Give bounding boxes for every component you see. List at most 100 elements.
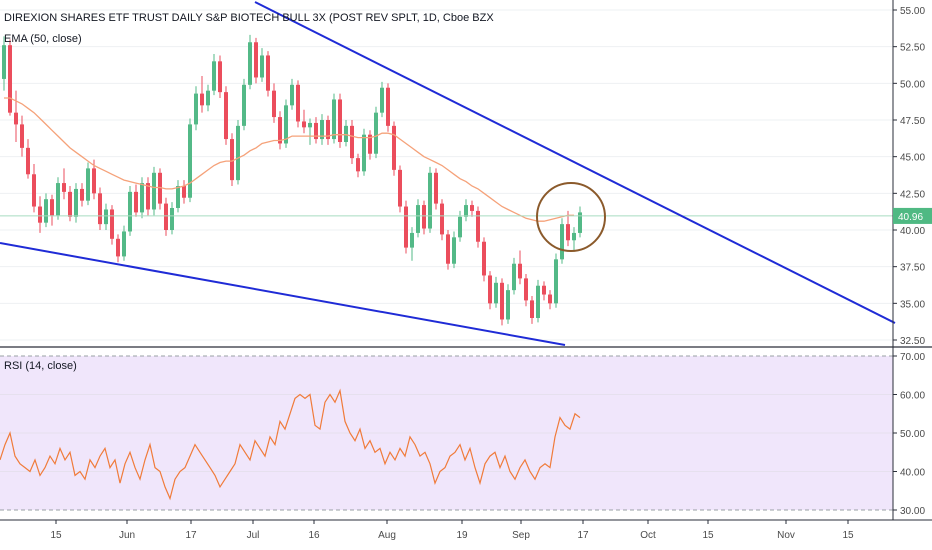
rsi-legend: RSI (14, close)	[4, 360, 77, 372]
candle-body	[2, 45, 6, 79]
price-tick-label: 47.50	[900, 116, 925, 127]
candle-body	[452, 237, 456, 264]
candle-body	[554, 259, 558, 304]
candle-body	[440, 203, 444, 235]
candle-body	[314, 122, 318, 140]
candle-body	[308, 122, 312, 128]
rsi-grid	[0, 355, 893, 511]
candle-body	[338, 99, 342, 142]
candle-body	[326, 120, 330, 140]
candle-body	[134, 191, 138, 213]
candle-body	[386, 87, 390, 126]
candle-body	[44, 199, 48, 223]
candle-body	[482, 241, 486, 276]
time-axis-labels: 15 Jun 17 Jul 16 Aug 19 Sep 17 Oct 15 Nov 15	[50, 520, 854, 541]
candle-body	[146, 183, 150, 210]
chart-title: DIREXION SHARES ETF TRUST DAILY S&P BIOT…	[4, 12, 494, 24]
candle-body	[176, 186, 180, 208]
candle-body	[260, 55, 264, 78]
time-tick-label: 17	[185, 530, 197, 541]
candle-body	[236, 125, 240, 181]
candle-body	[320, 120, 324, 140]
time-tick-label: Sep	[512, 530, 530, 541]
candle-body	[230, 139, 234, 181]
candle-body	[248, 42, 252, 85]
candles	[2, 34, 582, 326]
candle-body	[68, 191, 72, 217]
candle-body	[122, 231, 126, 257]
candle-body	[56, 183, 60, 216]
candle-body	[266, 55, 270, 91]
candle-body	[110, 209, 114, 239]
candle-body	[200, 93, 204, 106]
candle-body	[8, 45, 12, 113]
candle-body	[434, 172, 438, 204]
rsi-tick-label: 40.00	[900, 468, 925, 479]
candle-body	[422, 205, 426, 229]
candle-body	[32, 174, 36, 207]
time-tick-label: Aug	[378, 530, 396, 541]
rsi-tick-label: 30.00	[900, 506, 925, 517]
candle-body	[368, 134, 372, 154]
price-tick-label: 42.50	[900, 189, 925, 200]
candle-body	[74, 188, 78, 217]
candle-body	[506, 290, 510, 320]
time-tick-label: 16	[308, 530, 320, 541]
candle-body	[416, 205, 420, 233]
candle-body	[92, 168, 96, 194]
candle-body	[140, 183, 144, 213]
price-tick-label: 32.50	[900, 336, 925, 347]
candle-body	[428, 172, 432, 229]
time-tick-label: Jun	[119, 530, 135, 541]
candle-body	[398, 169, 402, 207]
price-axis-labels: 55.00 52.50 50.00 47.50 45.00 42.50 40.00 37.50…	[893, 6, 925, 347]
candle-body	[566, 224, 570, 241]
candle-body	[242, 84, 246, 126]
candle-body	[212, 61, 216, 91]
candle-body	[188, 124, 192, 198]
time-tick-label: 15	[842, 530, 854, 541]
candle-body	[488, 275, 492, 304]
candle-body	[446, 234, 450, 264]
candle-body	[530, 300, 534, 318]
price-tick-label: 55.00	[900, 6, 925, 17]
candle-body	[296, 84, 300, 122]
candle-body	[524, 278, 528, 301]
price-tick-label: 40.00	[900, 226, 925, 237]
candle-body	[356, 158, 360, 172]
time-tick-label: Nov	[777, 530, 795, 541]
candle-body	[518, 263, 522, 279]
candle-body	[500, 282, 504, 320]
candle-body	[404, 206, 408, 248]
time-tick-label: 17	[577, 530, 589, 541]
time-tick-label: 19	[456, 530, 468, 541]
candle-body	[572, 232, 576, 241]
candle-body	[332, 99, 336, 140]
candle-body	[470, 205, 474, 211]
ema-legend: EMA (50, close)	[4, 33, 82, 45]
candle-body	[278, 117, 282, 144]
price-tick-label: 35.00	[900, 299, 925, 310]
candle-body	[410, 232, 414, 248]
candle-body	[50, 199, 54, 216]
candle-body	[392, 125, 396, 170]
candle-body	[362, 134, 366, 172]
candle-body	[344, 125, 348, 142]
candle-body	[194, 93, 198, 125]
drawing-annotations[interactable]	[0, 1, 896, 346]
candle-body	[476, 210, 480, 242]
candle-body	[380, 87, 384, 113]
upper-trendline	[254, 1, 896, 324]
candle-body	[170, 208, 174, 230]
candle-body	[158, 172, 162, 204]
time-tick-label: Oct	[640, 530, 656, 541]
candle-body	[128, 191, 132, 232]
last-price-tag: 40.96	[893, 207, 932, 224]
candle-body	[350, 125, 354, 159]
time-tick-label: Jul	[247, 530, 260, 541]
candle-body	[206, 90, 210, 106]
rsi-axis-labels: 70.00 60.00 50.00 40.00 30.00	[893, 352, 925, 517]
candle-body	[578, 212, 582, 233]
